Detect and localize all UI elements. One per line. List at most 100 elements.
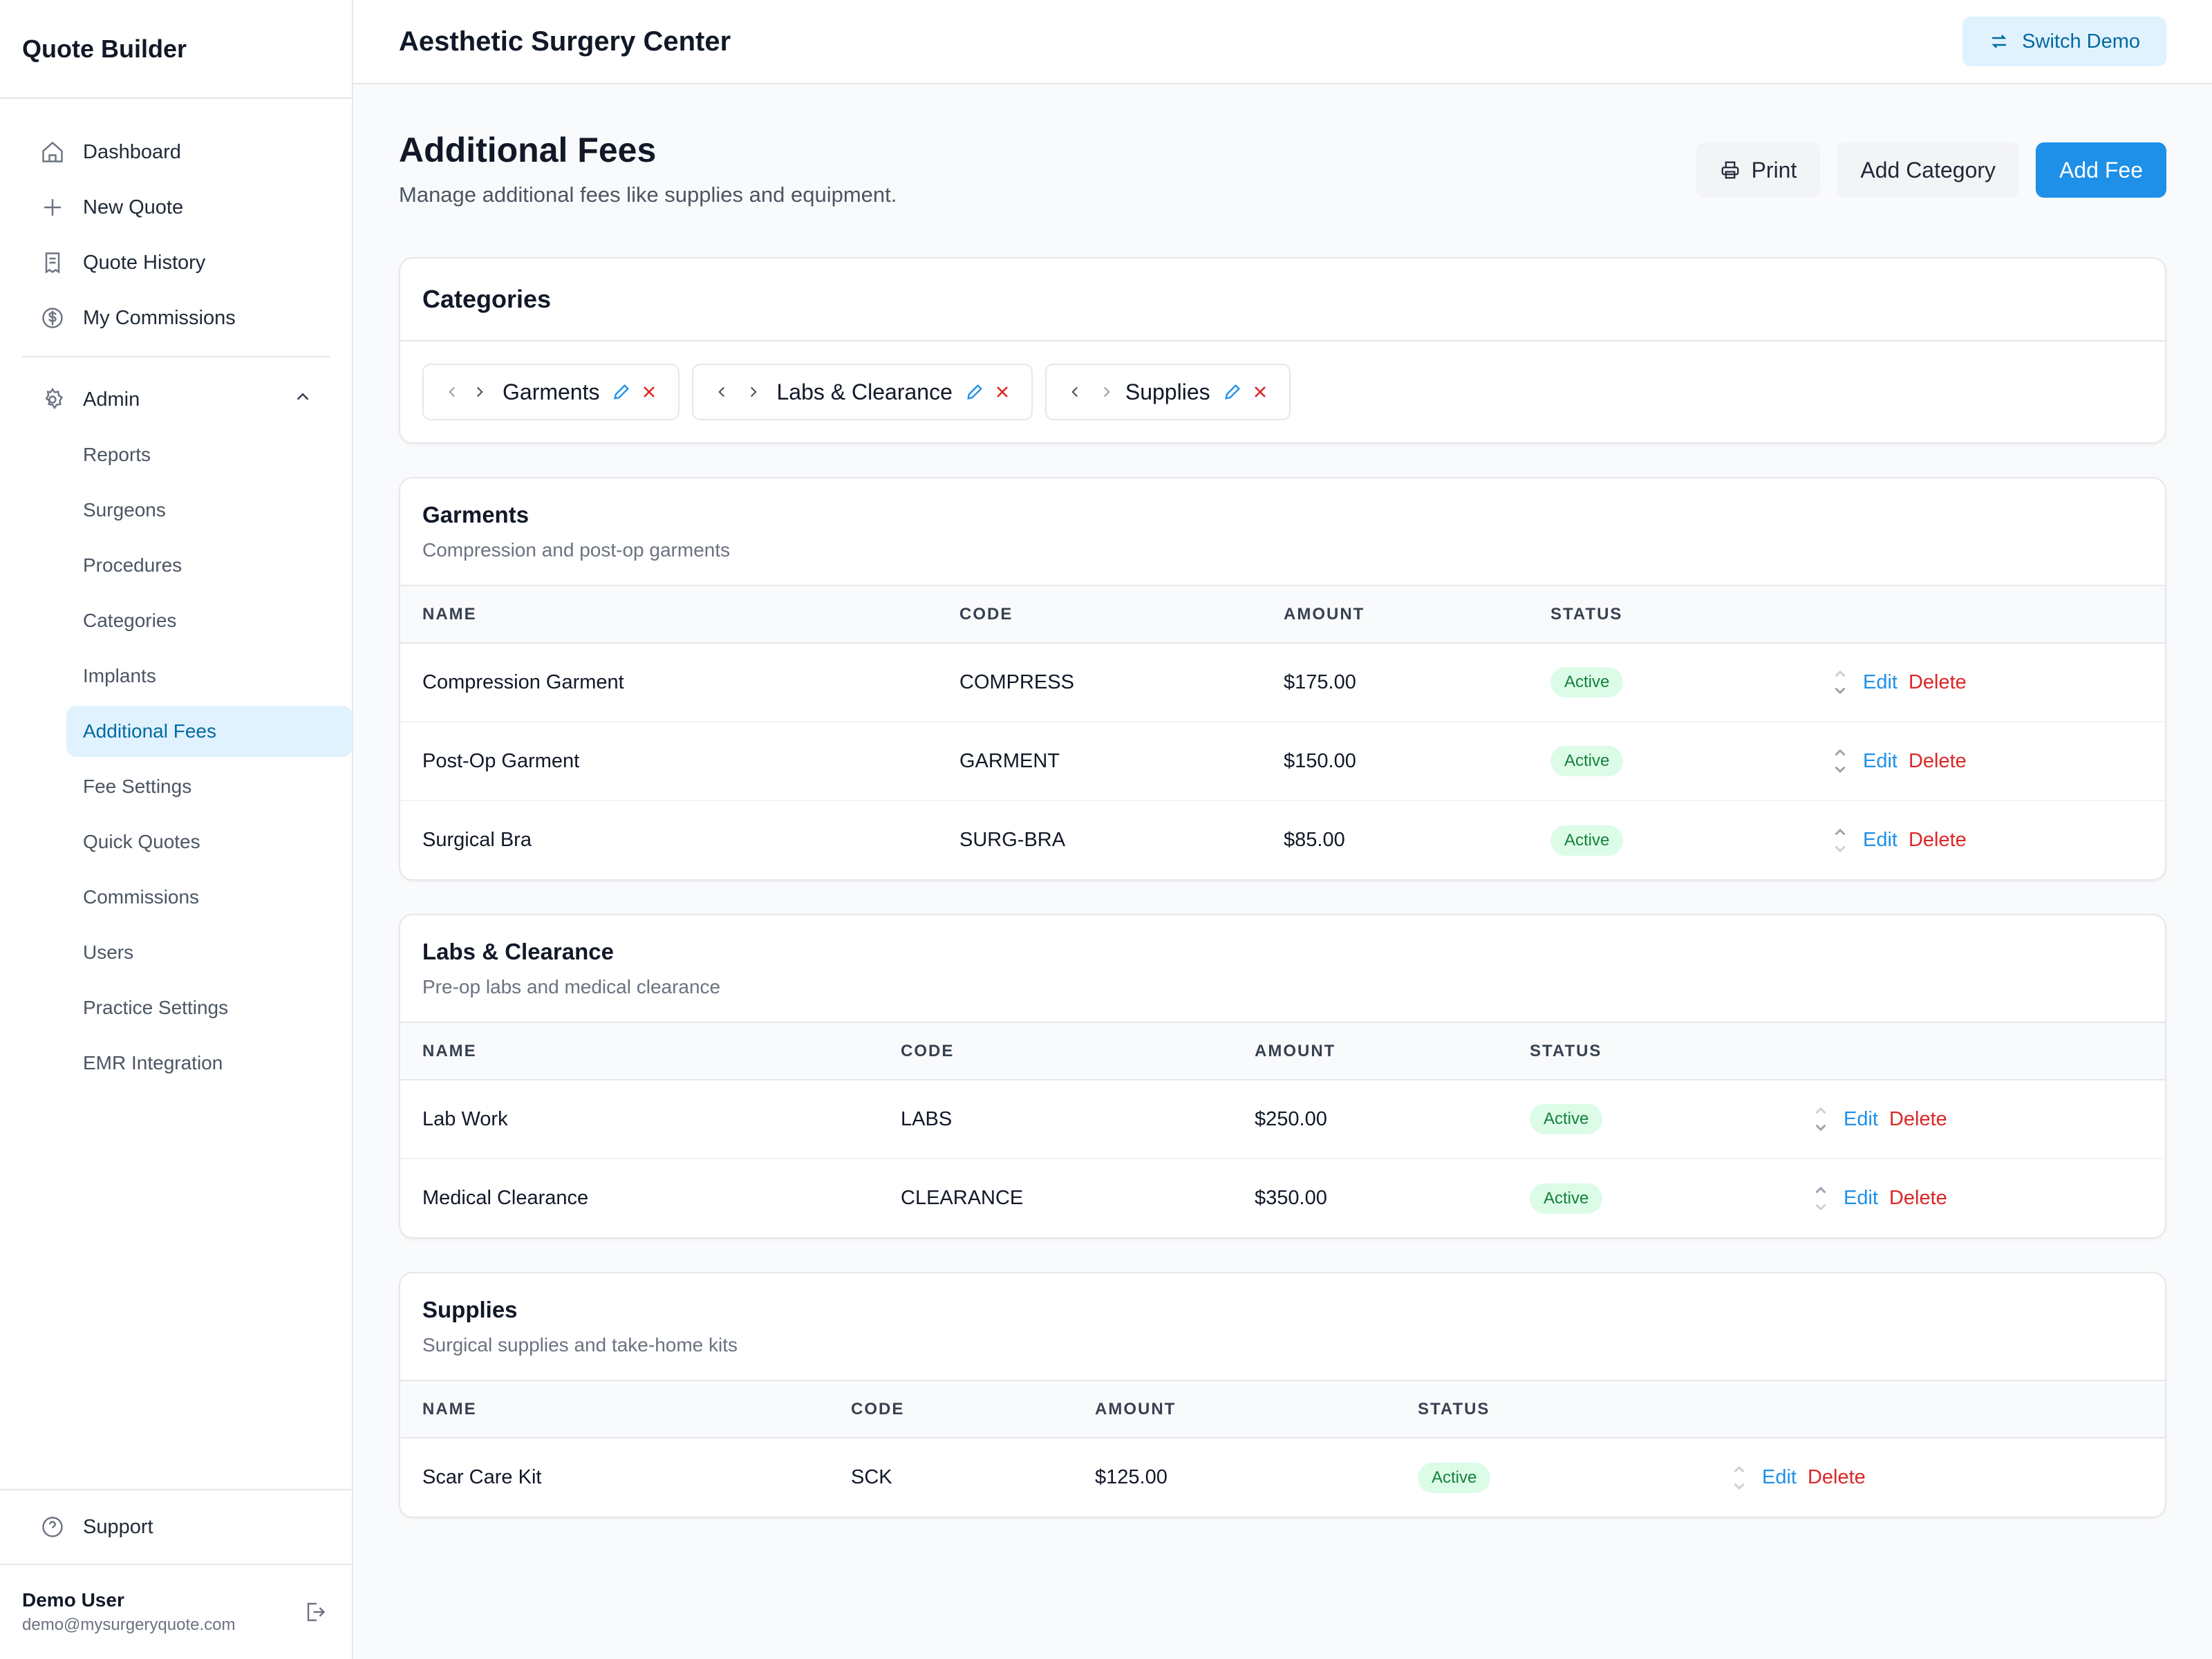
close-icon[interactable] [639, 382, 659, 402]
support-label: Support [83, 1515, 153, 1538]
delete-link[interactable]: Delete [1908, 829, 1967, 851]
edit-link[interactable]: Edit [1863, 671, 1897, 693]
support-link[interactable]: Support [0, 1489, 352, 1564]
sidebar-item-commissions[interactable]: Commissions [83, 886, 200, 908]
chevron-up-icon[interactable] [292, 386, 313, 413]
help-circle-icon [39, 1513, 66, 1541]
top-header: Aesthetic Surgery Center Switch Demo [353, 0, 2212, 84]
close-icon[interactable] [993, 382, 1012, 402]
nav-item-label: Quote History [83, 251, 206, 274]
chevron-left-icon[interactable] [713, 383, 731, 401]
column-header-code: CODE [829, 1381, 1073, 1438]
fee-section-garments: Garments Compression and post-op garment… [399, 477, 2166, 881]
edit-link[interactable]: Edit [1863, 749, 1897, 772]
delete-link[interactable]: Delete [1888, 1187, 1947, 1209]
nav-item-admin[interactable]: Admin [22, 374, 330, 425]
logout-icon[interactable] [299, 1597, 330, 1627]
reorder-icon[interactable] [1831, 664, 1849, 700]
delete-link[interactable]: Delete [1908, 749, 1967, 772]
section-title: Garments [422, 502, 529, 527]
table-row: Scar Care Kit SCK $125.00 Active Edit De… [400, 1438, 2165, 1517]
pencil-icon[interactable] [965, 382, 984, 402]
category-chip-label: Labs & Clearance [776, 379, 953, 404]
edit-link[interactable]: Edit [1762, 1466, 1797, 1488]
nav-item-quote-history[interactable]: Quote History [22, 237, 330, 288]
category-chip: Labs & Clearance [692, 364, 1033, 420]
table-row: Lab Work LABS $250.00 Active Edit Delete [400, 1080, 2165, 1159]
nav-item-new-quote[interactable]: New Quote [22, 182, 330, 233]
delete-link[interactable]: Delete [1807, 1466, 1866, 1488]
sidebar-item-implants[interactable]: Implants [83, 665, 156, 686]
sidebar-item-fee-settings[interactable]: Fee Settings [83, 776, 192, 797]
sidebar-item-quick-quotes[interactable]: Quick Quotes [83, 831, 200, 852]
status-badge: Active [1418, 1462, 1491, 1493]
categories-card: Categories Garments Labs & Clearance [399, 257, 2166, 444]
nav-item-my-commissions[interactable]: My Commissions [22, 292, 330, 344]
fee-amount: $175.00 [1262, 643, 1528, 722]
reorder-icon[interactable] [1812, 1181, 1830, 1217]
practice-name: Aesthetic Surgery Center [399, 26, 731, 57]
add-category-button[interactable]: Add Category [1837, 142, 2020, 198]
nav-item-dashboard[interactable]: Dashboard [22, 126, 330, 178]
sidebar-item-procedures[interactable]: Procedures [83, 554, 182, 576]
reorder-icon[interactable] [1831, 743, 1849, 779]
table-row: Medical Clearance CLEARANCE $350.00 Acti… [400, 1159, 2165, 1237]
column-header-amount: AMOUNT [1073, 1381, 1396, 1438]
chevron-right-icon[interactable] [471, 383, 489, 401]
sidebar-footer: Support Demo User demo@mysurgeryquote.co… [0, 1489, 352, 1659]
delete-link[interactable]: Delete [1908, 671, 1967, 693]
sidebar-item-additional-fees[interactable]: Additional Fees [66, 706, 353, 757]
fee-code: CLEARANCE [901, 1187, 1024, 1209]
section-description: Surgical supplies and take-home kits [422, 1334, 738, 1356]
nav-item-label: Admin [83, 388, 140, 411]
sidebar-item-surgeons[interactable]: Surgeons [83, 499, 166, 521]
column-header-name: NAME [400, 1381, 829, 1438]
switch-demo-button[interactable]: Switch Demo [1962, 17, 2166, 66]
chevron-left-icon[interactable] [443, 383, 461, 401]
page-header: Additional Fees Manage additional fees l… [399, 130, 2166, 207]
fee-name: Post-Op Garment [400, 722, 937, 801]
sidebar-item-practice-settings[interactable]: Practice Settings [83, 997, 229, 1018]
column-header-name: NAME [400, 586, 937, 644]
dollar-circle-icon [39, 304, 66, 332]
categories-title: Categories [400, 259, 2165, 341]
reorder-icon[interactable] [1812, 1101, 1830, 1137]
print-button[interactable]: Print [1696, 142, 1821, 198]
fee-amount: $150.00 [1262, 722, 1528, 801]
chevron-right-icon[interactable] [744, 383, 762, 401]
page-title: Additional Fees [399, 131, 657, 169]
reorder-icon[interactable] [1730, 1460, 1748, 1496]
column-header-actions [1708, 1381, 2165, 1438]
fee-name: Compression Garment [400, 643, 937, 722]
column-header-actions [1809, 586, 2165, 644]
category-chip: Garments [422, 364, 680, 420]
nav-item-label: My Commissions [83, 306, 236, 329]
sidebar-item-categories[interactable]: Categories [83, 610, 177, 631]
home-icon [39, 138, 66, 166]
status-badge: Active [1550, 746, 1624, 776]
chevron-left-icon[interactable] [1066, 383, 1084, 401]
pencil-icon[interactable] [1223, 382, 1242, 402]
status-badge: Active [1550, 825, 1624, 856]
column-header-amount: AMOUNT [1262, 586, 1528, 644]
edit-link[interactable]: Edit [1863, 829, 1897, 851]
column-header-amount: AMOUNT [1232, 1023, 1508, 1080]
add-fee-button[interactable]: Add Fee [2036, 142, 2166, 198]
reorder-icon[interactable] [1831, 823, 1849, 859]
sidebar-item-users[interactable]: Users [83, 941, 134, 963]
edit-link[interactable]: Edit [1844, 1107, 1878, 1130]
nav-divider [22, 356, 330, 357]
status-badge: Active [1550, 667, 1624, 697]
close-icon[interactable] [1250, 382, 1270, 402]
fee-amount: $125.00 [1095, 1466, 1168, 1488]
fee-code: SURG-BRA [959, 829, 1066, 851]
sidebar-item-reports[interactable]: Reports [83, 444, 151, 465]
sidebar-item-emr-integration[interactable]: EMR Integration [83, 1052, 223, 1074]
status-badge: Active [1530, 1183, 1603, 1214]
pencil-icon[interactable] [612, 382, 631, 402]
delete-link[interactable]: Delete [1888, 1107, 1947, 1130]
edit-link[interactable]: Edit [1844, 1187, 1878, 1209]
swap-icon [1989, 31, 2009, 52]
printer-icon [1720, 160, 1741, 180]
chevron-right-icon[interactable] [1098, 383, 1116, 401]
